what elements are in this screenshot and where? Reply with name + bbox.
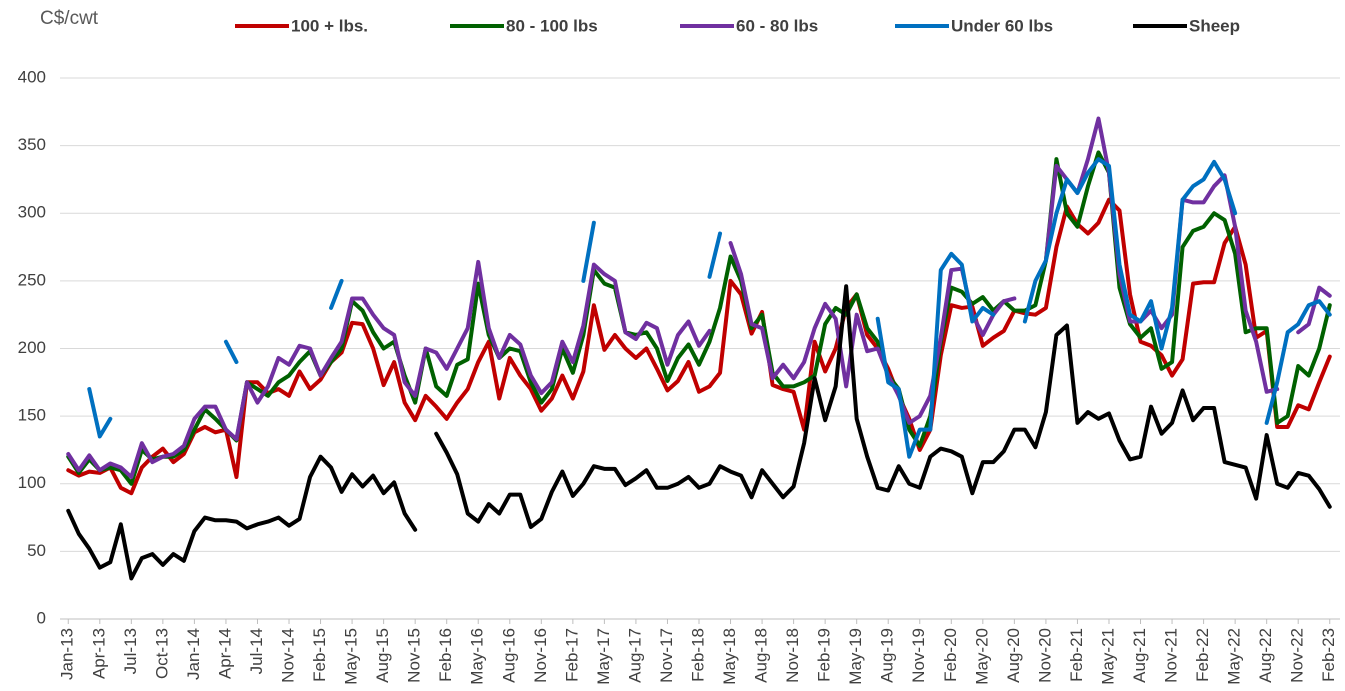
x-tick-label: Feb-20 — [941, 628, 960, 682]
y-tick-label: 150 — [18, 406, 46, 425]
x-tick-label: May-15 — [342, 628, 361, 685]
x-tick-label: Nov-15 — [405, 628, 424, 683]
y-tick-label: 250 — [18, 270, 46, 289]
y-tick-label: 50 — [27, 541, 46, 560]
y-tick-label: 300 — [18, 203, 46, 222]
x-tick-label: Feb-21 — [1067, 628, 1086, 682]
x-tick-label: Aug-16 — [499, 628, 518, 683]
x-tick-label: Aug-21 — [1130, 628, 1149, 683]
legend-label: Under 60 lbs — [951, 16, 1053, 35]
x-tick-label: Feb-17 — [562, 628, 581, 682]
y-tick-label: 350 — [18, 135, 46, 154]
y-tick-label: 0 — [37, 608, 46, 627]
x-tick-label: Feb-19 — [815, 628, 834, 682]
x-tick-label: Aug-18 — [752, 628, 771, 683]
x-tick-label: Aug-22 — [1256, 628, 1275, 683]
x-tick-label: Apr-14 — [215, 628, 234, 679]
x-tick-label: May-22 — [1225, 628, 1244, 685]
series-line — [87, 157, 1332, 459]
x-tick-label: Jul-13 — [121, 628, 140, 674]
x-tick-label: Nov-14 — [279, 628, 298, 683]
x-tick-label: Jul-14 — [247, 628, 266, 674]
legend-label: 100 + lbs. — [291, 16, 368, 35]
x-tick-label: Jan-13 — [58, 628, 77, 680]
x-tick-label: Feb-22 — [1193, 628, 1212, 682]
x-tick-label: May-19 — [846, 628, 865, 685]
x-tick-label: Feb-16 — [436, 628, 455, 682]
series-line — [66, 197, 1332, 496]
y-tick-label: 100 — [18, 473, 46, 492]
x-tick-label: Aug-15 — [373, 628, 392, 683]
y-tick-label: 200 — [18, 338, 46, 357]
x-tick-label: Oct-13 — [152, 628, 171, 679]
x-tick-label: Nov-22 — [1288, 628, 1307, 683]
x-tick-label: Nov-17 — [657, 628, 676, 683]
x-tick-label: May-21 — [1098, 628, 1117, 685]
x-tick-label: Feb-15 — [310, 628, 329, 682]
x-tick-label: Nov-20 — [1035, 628, 1054, 683]
x-tick-label: Nov-16 — [531, 628, 550, 683]
x-tick-label: Aug-19 — [878, 628, 897, 683]
x-tick-label: May-18 — [720, 628, 739, 685]
x-tick-label: Nov-18 — [783, 628, 802, 683]
x-tick-label: Feb-18 — [688, 628, 707, 682]
series-line — [66, 284, 1332, 581]
x-tick-label: Aug-17 — [625, 628, 644, 683]
x-tick-label: May-20 — [972, 628, 991, 685]
x-tick-label: Feb-23 — [1319, 628, 1338, 682]
x-tick-label: Nov-19 — [909, 628, 928, 683]
x-tick-label: Jan-14 — [184, 628, 203, 680]
x-tick-label: May-16 — [468, 628, 487, 685]
x-tick-label: Nov-21 — [1162, 628, 1181, 683]
y-axis-label: C$/cwt — [40, 8, 99, 29]
legend-label: 80 - 100 lbs — [506, 16, 598, 35]
series-line — [66, 116, 1332, 479]
series-line — [66, 150, 1332, 486]
y-tick-label: 400 — [18, 67, 46, 86]
x-tick-label: Apr-13 — [89, 628, 108, 679]
legend-label: 60 - 80 lbs — [736, 16, 818, 35]
x-tick-label: May-17 — [594, 628, 613, 685]
x-tick-label: Aug-20 — [1004, 628, 1023, 683]
legend-label: Sheep — [1189, 16, 1240, 35]
